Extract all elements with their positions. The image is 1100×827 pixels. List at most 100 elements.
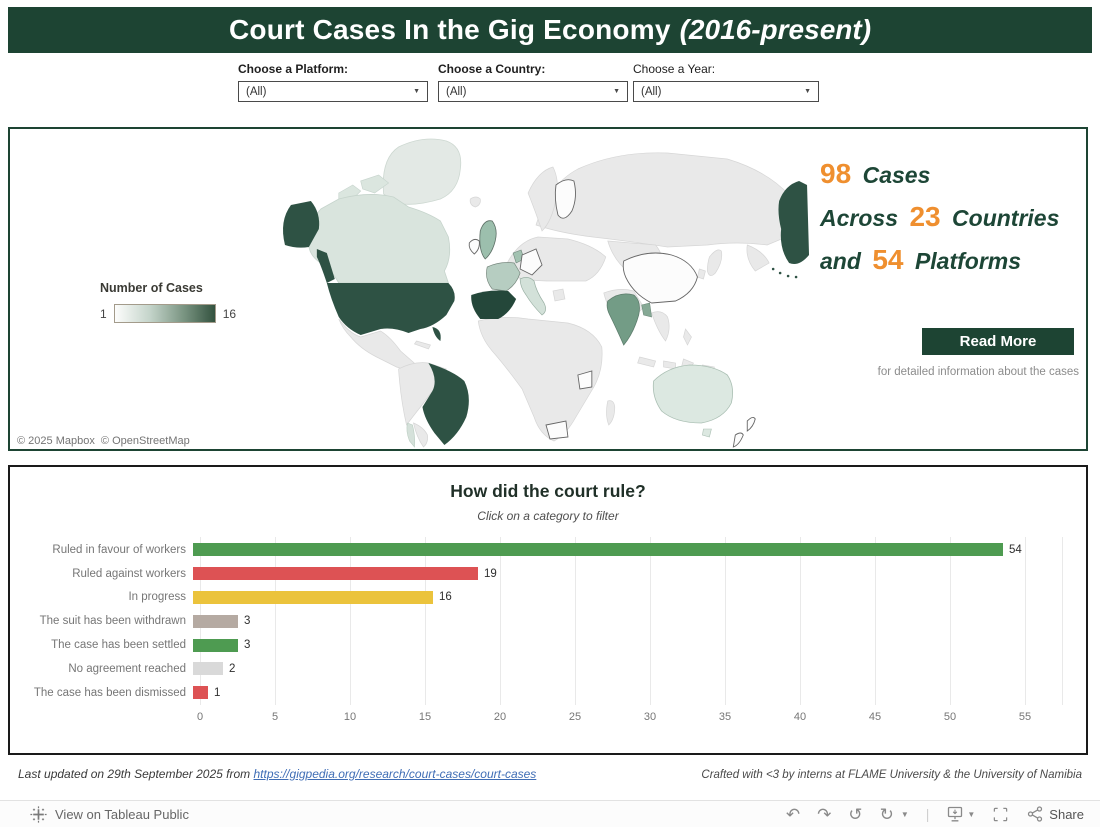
replay-icon[interactable]: ↺ [848,804,863,824]
country-italy [519,277,546,316]
platform-dropdown[interactable]: (All) ▼ [238,81,428,102]
chevron-down-icon: ▼ [613,88,620,95]
legend-title: Number of Cases [100,281,203,295]
bar-value: 3 [244,639,251,652]
x-tick-label: 15 [418,711,432,723]
share-label: Share [1049,806,1084,822]
chart-subtitle: Click on a category to filter [477,509,619,523]
map-low-case-countries[interactable] [308,138,734,448]
redo-icon[interactable]: ↷ [817,804,832,824]
gridline [875,537,876,705]
country-australia [652,364,734,424]
category-label[interactable]: Ruled against workers [72,567,186,580]
category-label[interactable]: The case has been dismissed [33,686,186,699]
chart-row: The case has been settled 3 [10,633,1086,657]
summary-stats: 98 Cases Across 23 Countries and 54 Plat… [820,155,1066,284]
x-tick-label: 35 [718,711,732,723]
bar[interactable] [193,686,208,700]
country-finland [554,179,576,219]
undo-icon[interactable]: ↶ [785,804,801,824]
chart-row: Ruled in favour of workers 54 [10,538,1086,562]
tableau-logo-icon [30,805,47,823]
country-dropdown[interactable]: (All) ▼ [438,81,628,102]
header-banner: Court Cases In the Gig Economy (2016-pre… [8,7,1092,53]
and-word: and [820,248,861,274]
share-button[interactable]: Share [1026,805,1084,823]
map-outlined-countries[interactable] [468,179,756,448]
refresh-caret-icon[interactable]: ▼ [900,809,909,819]
cases-word: Cases [862,162,931,188]
share-icon [1028,806,1043,822]
year-dropdown[interactable]: (All) ▼ [633,81,819,102]
country-greenland [382,138,462,205]
device-caret-icon[interactable]: ▼ [967,809,976,819]
map-high-case-countries[interactable] [282,181,810,445]
source-link[interactable]: https://gigpedia.org/research/court-case… [253,767,537,781]
bar[interactable] [193,638,238,652]
filter-year: Choose a Year: (All) ▼ [633,62,819,102]
legend-min: 1 [100,306,107,321]
chart-row: Ruled against workers 19 [10,562,1086,586]
across-word: Across [820,205,898,231]
toolbar-divider: | [925,806,930,822]
country-chile [406,422,416,448]
bar[interactable] [193,614,238,628]
view-on-tableau-label: View on Tableau Public [55,806,189,822]
platform-dropdown-value: (All) [246,85,267,98]
fullscreen-icon[interactable] [992,806,1009,823]
category-label[interactable]: No agreement reached [68,662,186,675]
footer: Last updated on 29th September 2025 from… [8,767,1092,781]
read-more-button[interactable]: Read More [922,328,1074,355]
bar[interactable] [193,662,223,676]
tableau-toolbar: View on Tableau Public ↶ ↷ ↺ ↻ ▼ | ▼ [0,800,1100,827]
last-updated-text: Last updated on 29th September 2025 from… [18,767,537,781]
chart-panel: How did the court rule? Click on a categ… [8,465,1088,755]
country-dropdown-value: (All) [446,85,467,98]
gridline [800,537,801,705]
gridline [1025,537,1026,705]
x-axis-ticks: 0 5 10 15 20 25 30 35 40 45 50 55 [196,711,1066,727]
legend-gradient-bar [113,304,216,323]
download-device-icon[interactable] [946,806,964,823]
read-more-caption: for detailed information about the cases [877,366,1079,378]
world-map[interactable] [10,129,1086,449]
credits-text: Crafted with <3 by interns at FLAME Univ… [701,769,1082,781]
bar-value: 2 [229,662,236,675]
filter-year-label: Choose a Year: [633,62,716,76]
bar[interactable] [193,543,1003,557]
bar[interactable] [193,590,433,604]
year-dropdown-value: (All) [641,85,662,98]
x-tick-label: 0 [196,711,204,723]
chevron-down-icon: ▼ [413,88,420,95]
gridline [725,537,726,705]
country-new-zealand [746,416,756,432]
x-tick-label: 5 [271,711,279,723]
refresh-icon[interactable]: ↻ [879,804,894,824]
category-label[interactable]: The case has been settled [51,639,186,652]
x-tick-label: 40 [793,711,807,723]
country-usa [326,283,455,335]
bar[interactable] [193,567,478,581]
country-usa-alaska-wrap [778,181,810,264]
platforms-word: Platforms [914,248,1022,274]
country-uk [479,220,497,260]
cases-count: 98 [820,158,852,189]
legend-max: 16 [222,306,237,321]
country-new-zealand [732,432,744,448]
x-tick-label: 20 [493,711,507,723]
chart-row: The case has been dismissed 1 [10,681,1086,705]
view-on-tableau[interactable]: View on Tableau Public [30,805,189,823]
bar-value: 1 [214,686,221,699]
x-tick-label: 30 [643,711,657,723]
bar-value: 16 [439,591,452,604]
chevron-down-icon: ▼ [804,88,811,95]
x-tick-label: 50 [943,711,957,723]
category-label[interactable]: The suit has been withdrawn [39,615,186,628]
chart-row: No agreement reached 2 [10,657,1086,681]
category-label[interactable]: Ruled in favour of workers [52,543,186,556]
x-tick-label: 10 [343,711,357,723]
gridline [425,537,426,705]
category-label[interactable]: In progress [128,591,186,604]
map-legend: Number of Cases 1 16 [100,281,236,323]
page-title-suffix: (2016-present) [679,14,872,45]
